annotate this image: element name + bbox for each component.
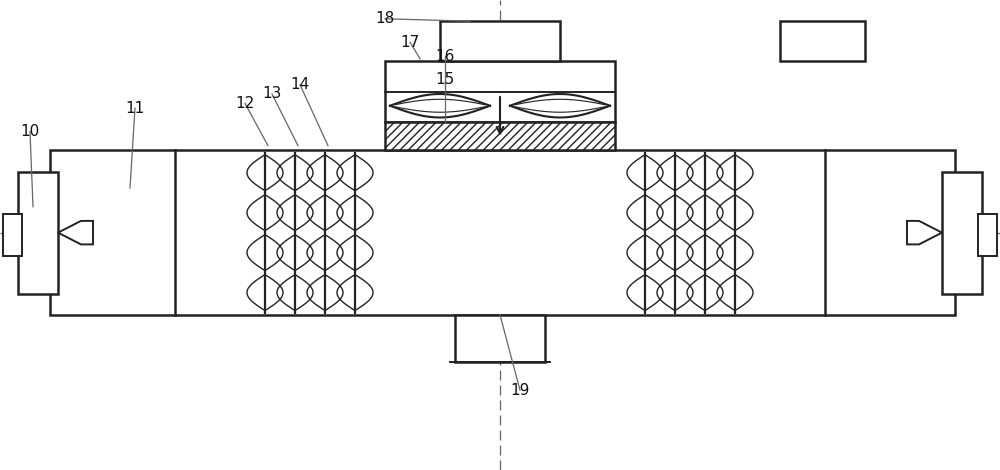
Text: 17: 17 <box>400 35 420 50</box>
Bar <box>978 214 997 256</box>
Text: 15: 15 <box>435 72 455 87</box>
Text: 11: 11 <box>125 101 145 116</box>
Bar <box>385 61 615 122</box>
Text: 12: 12 <box>235 96 255 111</box>
Bar <box>3 214 22 256</box>
Bar <box>440 21 560 61</box>
Bar <box>780 21 865 61</box>
Bar <box>18 172 58 294</box>
Text: 14: 14 <box>290 77 310 92</box>
Text: 16: 16 <box>435 49 455 64</box>
Bar <box>455 315 545 362</box>
Text: 19: 19 <box>510 383 530 398</box>
Text: 10: 10 <box>20 124 40 139</box>
Text: 13: 13 <box>262 86 282 102</box>
Bar <box>50 150 955 315</box>
Text: 18: 18 <box>375 11 395 26</box>
Polygon shape <box>58 221 93 244</box>
Bar <box>942 172 982 294</box>
Bar <box>385 122 615 150</box>
Polygon shape <box>907 221 942 244</box>
